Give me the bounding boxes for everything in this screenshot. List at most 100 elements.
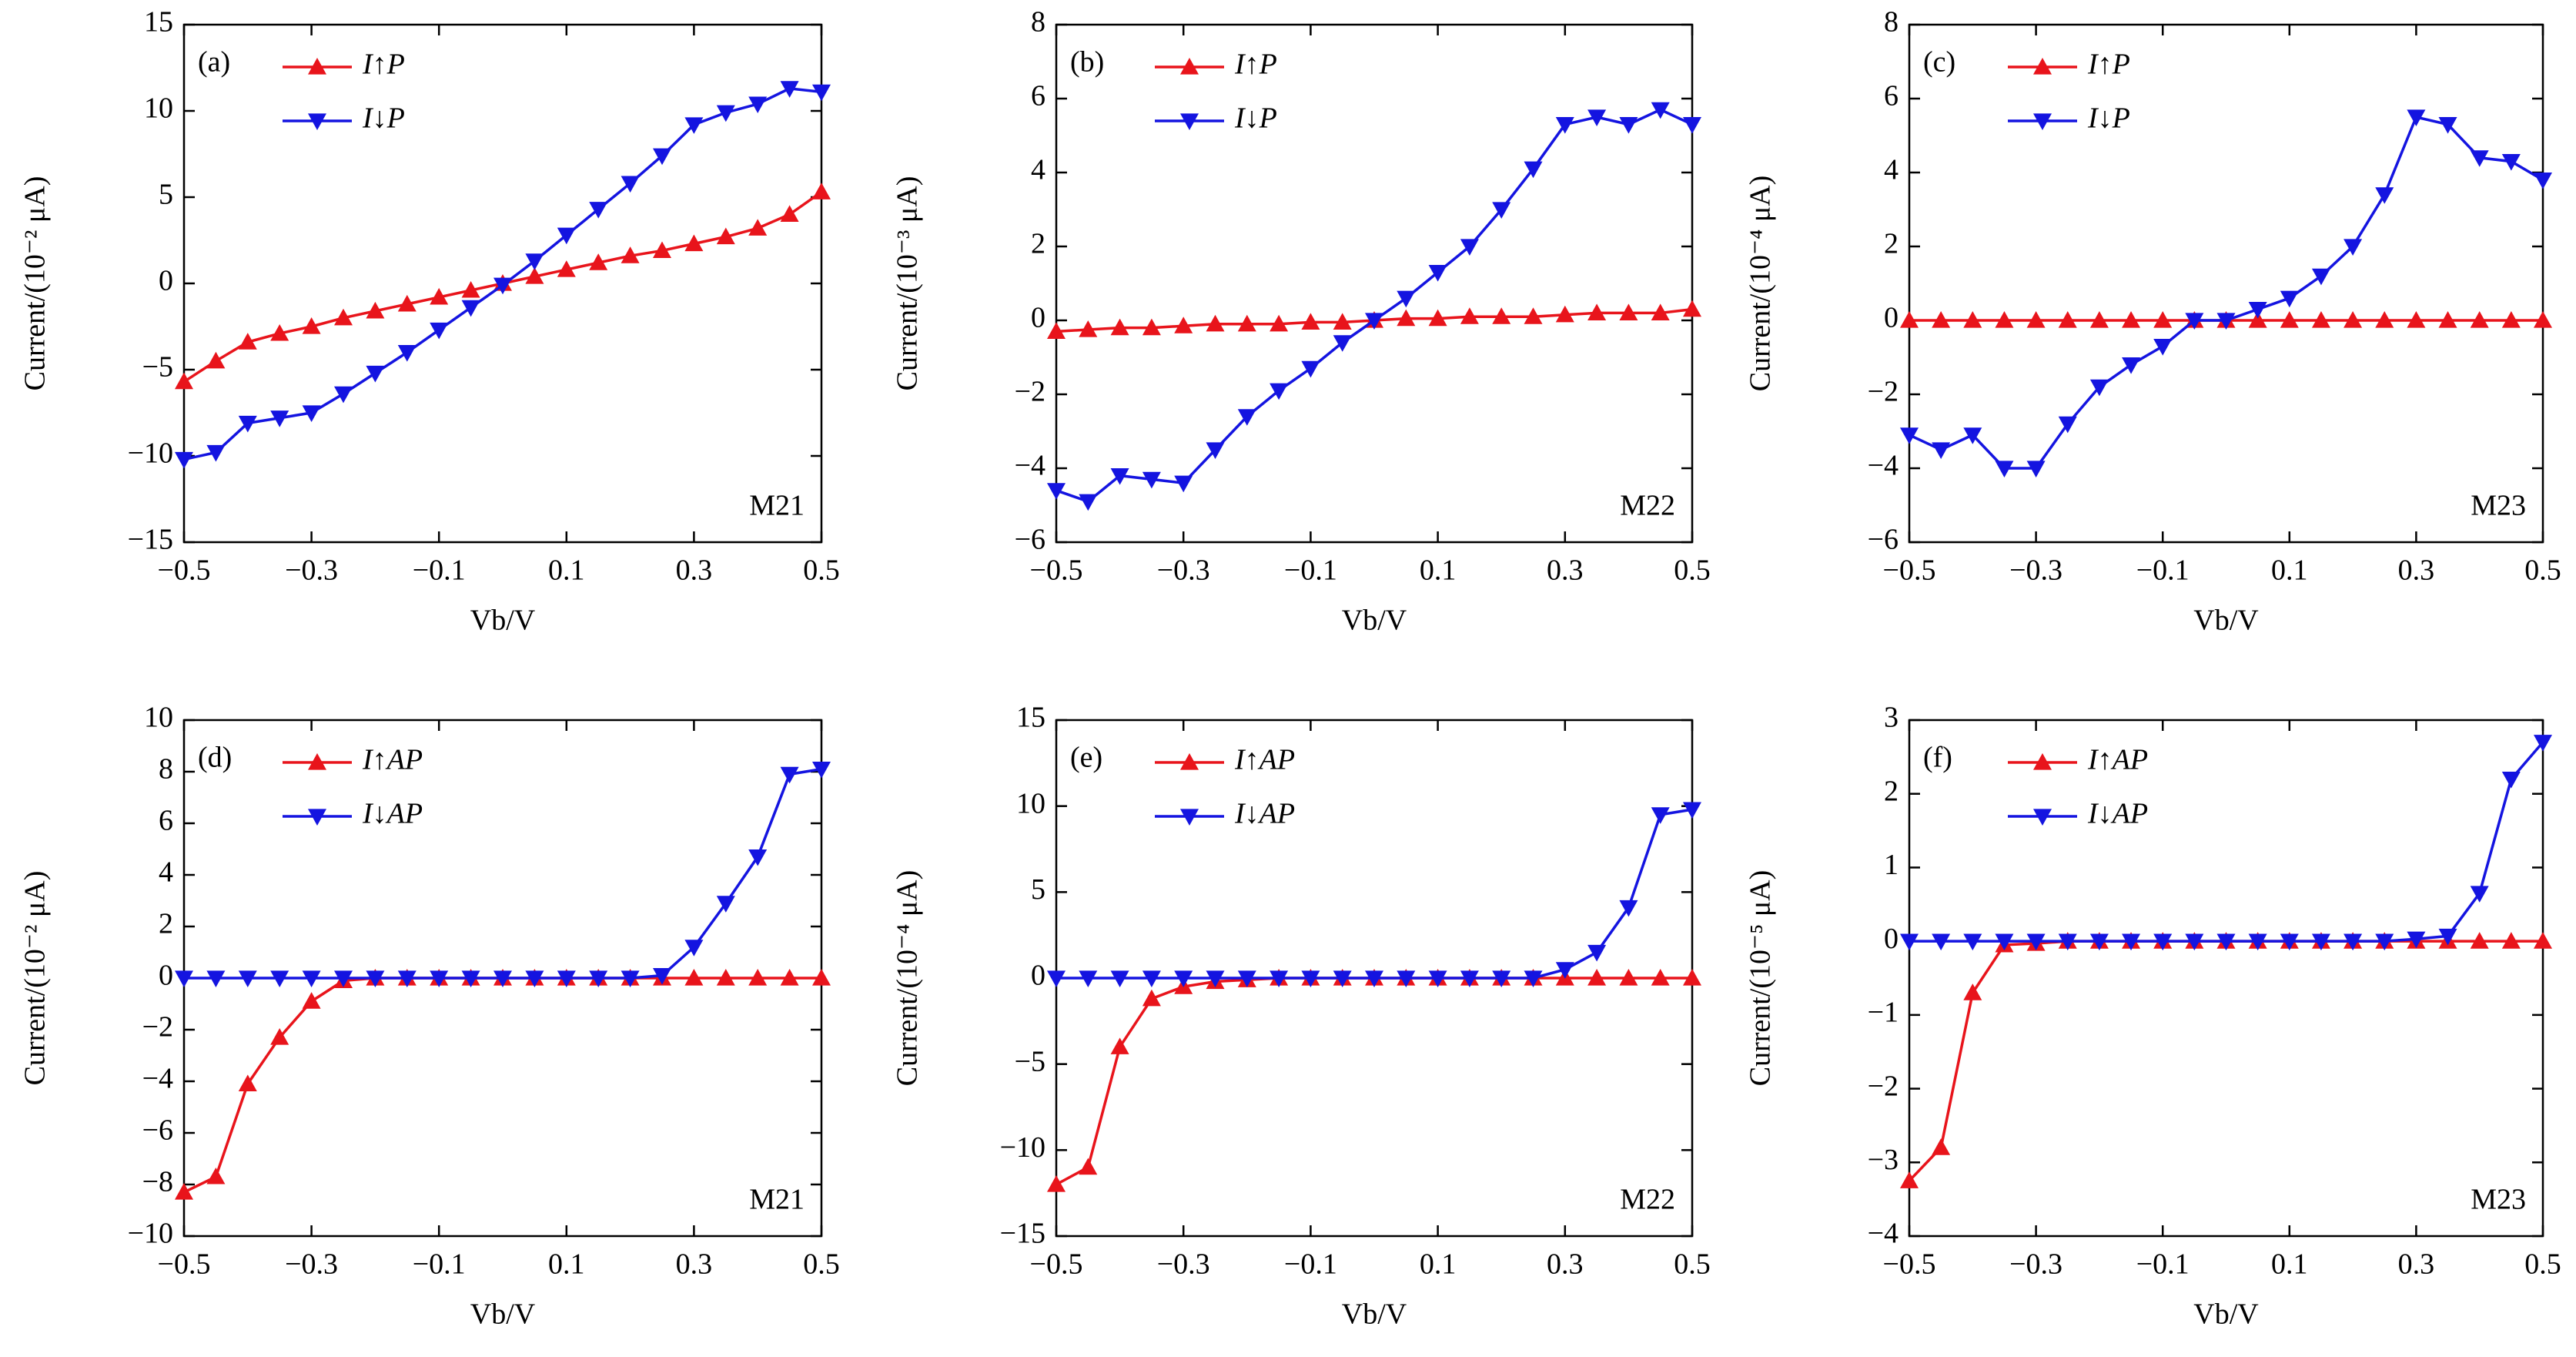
marker (1587, 969, 1607, 986)
marker (1237, 409, 1256, 426)
y-tick-label: −1 (1868, 997, 1899, 1029)
marker (2375, 187, 2394, 204)
marker (1206, 314, 1225, 332)
marker (1651, 102, 1670, 119)
marker (1206, 442, 1225, 459)
marker (1651, 969, 1670, 986)
marker (2407, 931, 2426, 949)
legend-label: I↑P (1234, 49, 1277, 81)
y-tick-label: −15 (1000, 1218, 1045, 1250)
marker (1932, 1138, 1951, 1155)
marker (653, 968, 671, 985)
x-tick-label: 0.3 (1547, 555, 1584, 587)
marker (1555, 962, 1574, 979)
x-tick-label: −0.5 (1883, 1248, 1936, 1281)
panel-label: (a) (198, 46, 230, 79)
marker (238, 970, 257, 987)
y-tick-label: 2 (1884, 228, 1899, 260)
marker (1333, 313, 1352, 330)
marker (1963, 311, 1982, 328)
y-tick-label: 10 (144, 702, 173, 734)
panel-label: (f) (1923, 742, 1952, 774)
marker (1900, 1171, 1919, 1188)
legend-marker (1180, 58, 1199, 75)
marker (1683, 802, 1701, 819)
marker (1619, 969, 1638, 986)
marker (1492, 202, 1511, 219)
marker (684, 940, 704, 957)
marker (748, 96, 768, 114)
x-tick-label: −0.3 (285, 1248, 338, 1281)
marker (206, 970, 226, 987)
y-axis-label: Current/(10⁻⁵ μA) (1745, 870, 1777, 1087)
marker (2534, 311, 2552, 328)
marker (2311, 933, 2330, 951)
y-tick-label: 6 (159, 805, 173, 837)
x-tick-label: −0.3 (2009, 555, 2062, 587)
marker (2534, 735, 2552, 752)
marker (1619, 117, 1638, 134)
panel-label: (c) (1923, 46, 1955, 79)
y-tick-label: −6 (142, 1114, 173, 1147)
y-tick-label: 1 (1884, 849, 1899, 881)
marker (653, 241, 671, 259)
marker (1428, 265, 1447, 282)
panel-label: (b) (1070, 46, 1104, 79)
marker (2026, 461, 2046, 477)
marker (780, 81, 799, 98)
y-tick-label: 2 (159, 908, 173, 940)
y-axis-label: Current/(10⁻³ μA) (892, 176, 924, 391)
marker (621, 176, 640, 193)
x-tick-label: −0.5 (1883, 555, 1936, 587)
legend-marker (308, 113, 326, 130)
marker (1110, 1037, 1129, 1054)
marker (366, 365, 385, 383)
marker (812, 762, 831, 779)
marker (525, 267, 544, 284)
marker (270, 323, 289, 341)
x-tick-label: 0.3 (676, 555, 713, 587)
x-tick-label: −0.1 (1284, 1248, 1337, 1281)
marker (2534, 173, 2552, 189)
marker (1683, 969, 1701, 986)
marker (2438, 311, 2457, 328)
marker (1079, 1158, 1098, 1175)
marker (1555, 305, 1574, 323)
x-tick-label: 0.1 (1420, 555, 1457, 587)
series-line (183, 87, 822, 461)
marker (1683, 300, 1701, 317)
x-tick-label: 0.5 (2524, 555, 2561, 587)
marker (270, 970, 289, 987)
marker (2311, 311, 2330, 328)
marker (557, 970, 576, 987)
marker (2026, 311, 2046, 328)
marker (2216, 313, 2236, 330)
y-tick-label: −5 (142, 351, 173, 384)
legend-marker (308, 753, 326, 770)
marker (2026, 933, 2046, 951)
marker (493, 277, 512, 295)
x-tick-label: 0.5 (2524, 1248, 2561, 1281)
marker (621, 970, 640, 987)
marker (2407, 109, 2426, 126)
marker (1524, 161, 1543, 179)
marker (2501, 154, 2521, 171)
marker (1174, 970, 1193, 987)
x-tick-label: −0.5 (158, 555, 211, 587)
legend-marker (2033, 809, 2052, 826)
y-tick-label: −2 (142, 1011, 173, 1044)
marker (1460, 970, 1479, 987)
marker (1047, 1175, 1066, 1192)
marker (1079, 494, 1098, 511)
y-tick-label: 5 (1031, 873, 1045, 906)
marker (2280, 290, 2299, 308)
legend-marker (1180, 809, 1199, 826)
legend-marker (1180, 113, 1199, 130)
y-tick-label: 0 (159, 265, 173, 297)
panel-label: (d) (198, 742, 232, 774)
marker (653, 148, 671, 166)
marker (621, 246, 640, 263)
marker (302, 970, 321, 987)
y-tick-label: −4 (142, 1063, 173, 1095)
